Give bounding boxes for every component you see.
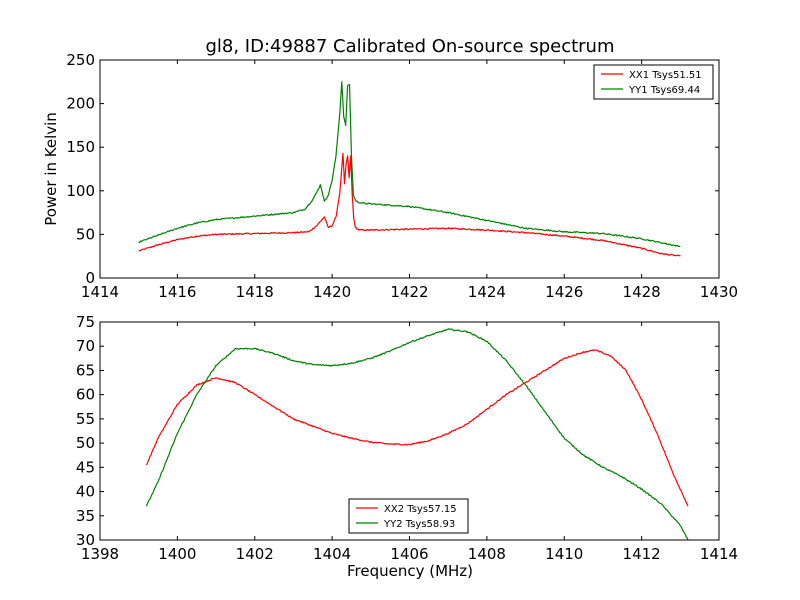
bottom-axis-ticks: 1398 1400 1402 1404 1406 1408 1410 1412 1414 30 35… (76, 313, 738, 563)
bottom-y-tick-label: 75 (76, 313, 95, 331)
chart-title: gl8, ID:49887 Calibrated On-source spect… (205, 36, 614, 57)
top-x-tick-label: 1428 (623, 283, 661, 301)
bottom-x-tick-label: 1412 (623, 545, 661, 563)
bottom-x-tick-label: 1414 (700, 545, 738, 563)
top-legend-box (593, 64, 714, 100)
bottom-y-tick-label: 35 (76, 507, 95, 525)
bottom-x-tick-label: 1402 (236, 545, 274, 563)
top-y-tick-label: 50 (76, 225, 95, 243)
top-x-tick-label: 1426 (545, 283, 583, 301)
bottom-x-tick-label: 1400 (158, 545, 196, 563)
top-x-tick-label: 1416 (158, 283, 196, 301)
top-spectrum-panel: gl8, ID:49887 Calibrated On-source spect… (42, 36, 738, 301)
top-y-tick-label: 100 (66, 182, 95, 200)
top-y-tick-label: 150 (66, 138, 95, 156)
top-x-tick-label: 1414 (81, 283, 119, 301)
series-line-xx2 (145, 349, 689, 507)
top-x-tick-label: 1424 (468, 283, 506, 301)
top-x-tick-label: 1420 (313, 283, 351, 301)
bottom-y-tick-label: 50 (76, 434, 95, 452)
top-x-tick-label: 1422 (390, 283, 428, 301)
series-line-xx1 (138, 152, 681, 257)
bottom-y-tick-label: 60 (76, 386, 95, 404)
bottom-spectrum-panel: Frequency (MHz) 1398 1400 1402 1404 1406 1408… (76, 313, 738, 580)
bottom-x-tick-label: 1410 (545, 545, 583, 563)
top-series-lines (138, 81, 681, 257)
top-x-tick-label: 1430 (700, 283, 738, 301)
bottom-x-axis-label: Frequency (MHz) (347, 562, 473, 580)
top-legend: XX1 Tsys51.51 YY1 Tsys69.44 (593, 64, 714, 100)
bottom-y-tick-label: 30 (76, 531, 95, 549)
bottom-plot-frame (99, 321, 720, 541)
top-axis-ticks: 1414 1416 1418 1420 1422 1424 1426 1428 1430 0 50 1… (66, 51, 738, 301)
bottom-legend-box (348, 498, 469, 534)
bottom-legend: XX2 Tsys57.15 YY2 Tsys58.93 (348, 498, 469, 534)
top-plot-frame (99, 59, 720, 279)
bottom-y-tick-label: 65 (76, 361, 95, 379)
top-y-tick-label: 200 (66, 95, 95, 113)
bottom-y-tick-label: 40 (76, 483, 95, 501)
series-line-yy1 (138, 81, 681, 248)
top-x-tick-label: 1418 (236, 283, 274, 301)
legend-label-yy1: YY1 Tsys69.44 (628, 85, 700, 96)
top-y-axis-label: Power in Kelvin (42, 112, 60, 226)
legend-label-yy2: YY2 Tsys58.93 (383, 519, 455, 530)
series-line-yy2 (145, 328, 689, 541)
bottom-y-tick-label: 70 (76, 337, 95, 355)
legend-label-xx2: XX2 Tsys57.15 (384, 504, 457, 515)
bottom-x-tick-label: 1398 (81, 545, 119, 563)
top-y-tick-label: 250 (66, 51, 95, 69)
bottom-x-tick-label: 1408 (468, 545, 506, 563)
bottom-x-tick-label: 1406 (390, 545, 428, 563)
bottom-y-tick-label: 45 (76, 458, 95, 476)
top-y-tick-label: 0 (85, 269, 95, 287)
bottom-series-lines (145, 328, 689, 541)
legend-label-xx1: XX1 Tsys51.51 (629, 70, 702, 81)
bottom-y-tick-label: 55 (76, 410, 95, 428)
bottom-x-tick-label: 1404 (313, 545, 351, 563)
